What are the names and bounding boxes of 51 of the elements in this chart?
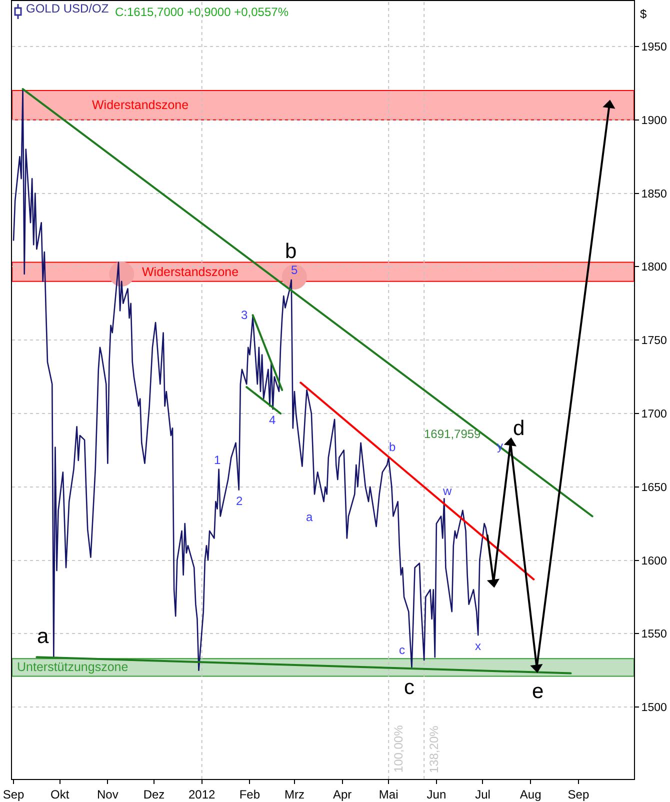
point bbox=[530, 664, 543, 673]
annotation: 4 bbox=[269, 413, 276, 427]
x-tick-label: Nov bbox=[97, 787, 118, 802]
y-tick-label: 1550 bbox=[641, 628, 667, 641]
annotation: a bbox=[306, 510, 313, 524]
annotation: e bbox=[532, 680, 544, 703]
chart-title: GOLD USD/OZ bbox=[26, 1, 109, 16]
y-tick-label: 1950 bbox=[641, 42, 667, 54]
annotation: b bbox=[389, 440, 396, 454]
x-tick-label: Jun bbox=[426, 787, 446, 802]
band-label: Widerstandszone bbox=[92, 98, 189, 112]
x-tick-label: Mai bbox=[378, 787, 398, 802]
band-label: Unterstützungszone bbox=[17, 660, 128, 674]
chart-subtitle: C:1615,7000 +0,9000 +0,0557% bbox=[115, 5, 289, 19]
ref-line-label: 100,00% bbox=[392, 724, 406, 773]
annotation: 2 bbox=[236, 494, 243, 508]
point bbox=[504, 437, 516, 446]
annotation: c bbox=[404, 676, 414, 699]
x-tick-label: Okt bbox=[50, 787, 70, 802]
annotation: 3 bbox=[241, 308, 248, 322]
y-tick-label: 1600 bbox=[641, 555, 667, 568]
x-tick-label: Feb bbox=[239, 787, 260, 802]
y-tick-label: 1750 bbox=[641, 335, 667, 348]
x-tick-label: Sep bbox=[2, 787, 25, 802]
annotation: w bbox=[442, 484, 452, 498]
y-tick-label: 1700 bbox=[641, 408, 667, 421]
annotation: 1691,7959 bbox=[424, 427, 482, 441]
y-tick-label: 1800 bbox=[641, 262, 667, 274]
point bbox=[602, 100, 616, 109]
x-tick-label: Aug bbox=[520, 787, 542, 802]
annotation: b bbox=[285, 240, 297, 263]
ref-line-label: 138,20% bbox=[427, 725, 442, 774]
point bbox=[486, 578, 500, 588]
y-tick-label: 1900 bbox=[641, 114, 667, 127]
annotation: 5 bbox=[291, 263, 298, 277]
y-axis-title: $ bbox=[640, 7, 647, 21]
annotation: x bbox=[475, 639, 481, 653]
y-tick-label: 1500 bbox=[641, 702, 667, 714]
annotation: d bbox=[513, 417, 525, 440]
band-label: Widerstandszone bbox=[142, 265, 239, 279]
x-tick-label: 2012 bbox=[188, 787, 216, 802]
x-tick-label: Sep bbox=[568, 787, 590, 802]
x-tick-label: Dez bbox=[143, 787, 165, 802]
annotation: c bbox=[399, 643, 405, 657]
annotation: 1 bbox=[214, 453, 221, 467]
x-tick-label: Apr bbox=[332, 787, 352, 802]
y-tick-label: 1650 bbox=[641, 482, 667, 494]
x-tick-label: Jul bbox=[475, 787, 490, 802]
x-tick-label: Mrz bbox=[284, 787, 304, 802]
annotation: a bbox=[37, 625, 49, 648]
y-tick-label: 1850 bbox=[641, 188, 667, 200]
